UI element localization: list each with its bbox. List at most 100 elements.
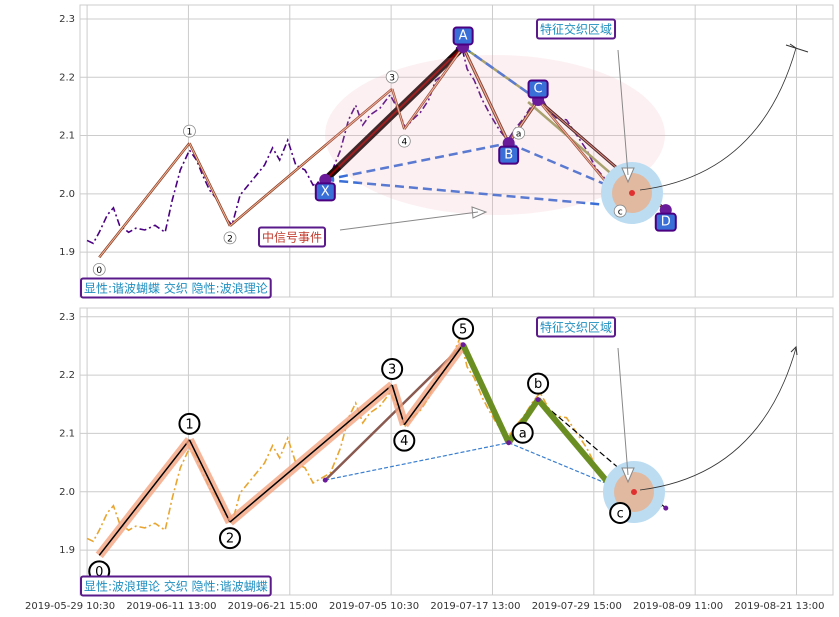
wave-label-circle <box>512 126 526 140</box>
harmonic-label-box <box>314 182 336 202</box>
y-tick-label: 2.0 <box>59 189 75 200</box>
harmonic-point <box>460 342 466 348</box>
annotation: 特征交织区域 <box>540 22 612 37</box>
x-tick-label: 2019-05-29 10:30 <box>25 601 115 612</box>
wave-label: 1 <box>187 128 193 138</box>
harmonic-leg <box>324 46 464 181</box>
wave-label-circle <box>178 412 201 435</box>
harmonic-label: D <box>661 215 671 230</box>
wave-label-circle <box>511 421 534 444</box>
harmonic-label-box <box>654 212 677 232</box>
label-box <box>80 277 272 299</box>
wave-label-circle <box>385 70 399 84</box>
x-tick-label: 2019-07-29 15:00 <box>532 601 622 612</box>
x-tick-label: 2019-06-11 13:00 <box>126 601 216 612</box>
x-tick-label: 2019-07-17 13:00 <box>430 601 520 612</box>
harmonic-label: X <box>321 184 330 199</box>
wave-label: 0 <box>96 266 102 276</box>
harmonic-dashed <box>325 442 509 481</box>
harmonic-leg <box>324 343 464 481</box>
zone-center <box>631 489 637 495</box>
label-box <box>80 575 272 597</box>
y-tick-label: 2.3 <box>59 14 75 25</box>
annotation: 显性:谐波蝴蝶 交织 隐性:波浪理论 <box>84 281 268 296</box>
harmonic-point <box>506 440 512 446</box>
wave-leg <box>391 384 406 425</box>
y-tick-label: 2.2 <box>59 72 75 83</box>
y-tick-label: 1.9 <box>59 247 75 258</box>
wave-label: a <box>519 426 527 441</box>
wave-label-circle <box>397 134 411 148</box>
harmonic-point <box>322 477 328 483</box>
annotation: 中信号事件 <box>262 230 322 245</box>
y-tick-label: 1.9 <box>59 545 75 556</box>
wave-label: 2 <box>227 234 233 244</box>
wave-label-circle <box>609 502 632 524</box>
zone-arrow <box>617 49 635 184</box>
wave-leg <box>98 439 191 556</box>
wave-label: a <box>516 130 522 140</box>
wave-label: 4 <box>401 138 407 148</box>
highlight-zone <box>325 55 665 215</box>
harmonic-label: A <box>459 28 468 43</box>
wave-label: c <box>618 208 623 218</box>
harmonic-point <box>663 505 669 511</box>
harmonic-label: C <box>534 82 543 97</box>
wave-label-circle <box>92 262 106 276</box>
wave-leg <box>403 344 464 426</box>
price-line <box>86 37 623 245</box>
x-tick-label: 2019-06-21 15:00 <box>228 601 318 612</box>
wave-label-circle <box>393 429 416 452</box>
annotation: 显性:波浪理论 交织 隐性:谐波蝴蝶 <box>84 579 268 594</box>
label-box <box>536 18 617 40</box>
wave-leg <box>229 88 393 227</box>
wave-leg <box>229 384 393 523</box>
x-tick-label: 2019-07-05 10:30 <box>329 601 419 612</box>
wave-label: 3 <box>388 363 396 378</box>
x-tick-label: 2019-08-09 11:00 <box>633 601 723 612</box>
y-tick-label: 2.2 <box>59 370 75 381</box>
wave-leg <box>98 142 190 258</box>
zone-center <box>629 190 635 196</box>
wave-leg <box>403 46 464 130</box>
wave-label: 2 <box>226 532 234 547</box>
zone-arrow <box>617 347 635 484</box>
harmonic-label-box <box>498 145 520 165</box>
wave-label: 1 <box>185 417 193 432</box>
label-box <box>258 226 327 248</box>
harmonic-dashed <box>462 45 539 102</box>
y-tick-label: 2.3 <box>59 312 75 323</box>
wave-label: c <box>617 507 624 522</box>
wave-label: 0 <box>95 565 103 580</box>
harmonic-label-box <box>452 26 474 46</box>
wave-leg <box>460 343 512 445</box>
annotation: 特征交织区域 <box>540 320 612 335</box>
wave-label: 4 <box>400 434 408 449</box>
wave-label: b <box>534 377 542 392</box>
y-tick-label: 2.1 <box>59 428 75 439</box>
wave-leg <box>462 46 510 144</box>
harmonic-label: B <box>504 148 513 163</box>
wave-leg <box>391 88 405 130</box>
projection-end <box>790 345 798 356</box>
wave-leg <box>189 142 231 227</box>
harmonic-point <box>535 397 541 403</box>
projection-arc <box>639 47 797 191</box>
wave-label-circle <box>613 204 627 218</box>
wave-label-circle <box>218 527 241 550</box>
y-tick-label: 2.0 <box>59 487 75 498</box>
wave-label-circle <box>381 358 404 380</box>
x-tick-label: 2019-08-21 13:00 <box>734 601 824 612</box>
y-tick-label: 2.1 <box>59 131 75 142</box>
wave-label: 3 <box>389 73 395 83</box>
wave-label-circle <box>452 317 475 340</box>
wave-leg <box>188 439 231 523</box>
harmonic-label-box <box>527 79 549 99</box>
wave-label-circle <box>223 231 237 245</box>
wave-label: 5 <box>459 322 467 337</box>
label-box <box>536 316 617 338</box>
focus-zone-bottom <box>603 461 665 523</box>
projection-end <box>785 43 809 53</box>
wave-label-circle <box>183 124 196 138</box>
